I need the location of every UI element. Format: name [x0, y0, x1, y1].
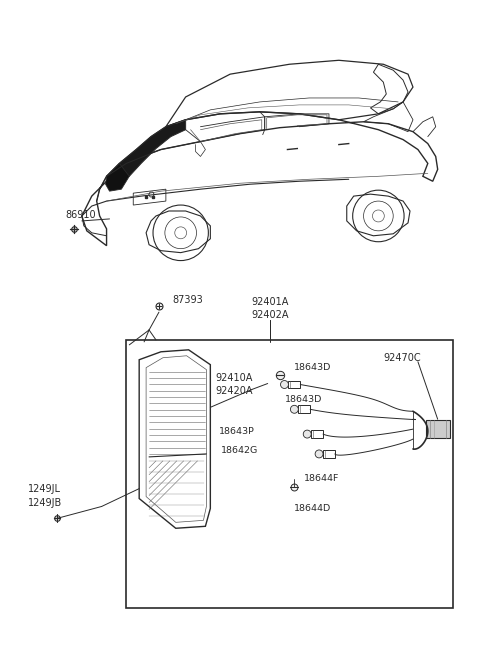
Text: 92420A: 92420A	[216, 386, 253, 396]
Text: 18643P: 18643P	[219, 426, 255, 436]
Bar	[323, 450, 335, 458]
Polygon shape	[120, 120, 186, 176]
Bar	[426, 421, 450, 438]
Text: 92402A: 92402A	[252, 310, 289, 320]
Bar	[298, 405, 310, 413]
Circle shape	[290, 405, 298, 413]
Text: 92410A: 92410A	[216, 373, 252, 383]
Text: 1249JL: 1249JL	[27, 483, 60, 494]
Polygon shape	[106, 163, 129, 191]
Circle shape	[280, 381, 288, 388]
Text: 18643D: 18643D	[294, 363, 332, 372]
Text: 18643D: 18643D	[285, 395, 322, 404]
Text: 1249JB: 1249JB	[27, 498, 62, 508]
Bar	[311, 430, 323, 438]
Circle shape	[315, 450, 323, 458]
Text: 92401A: 92401A	[252, 297, 289, 307]
Bar	[288, 381, 300, 388]
Text: 86910: 86910	[65, 210, 96, 220]
Bar	[126, 340, 453, 608]
Text: 18644F: 18644F	[304, 474, 340, 483]
Circle shape	[303, 430, 311, 438]
Text: 18644D: 18644D	[294, 504, 332, 513]
Text: 18642G: 18642G	[220, 447, 258, 455]
Text: 87393: 87393	[173, 295, 204, 305]
Text: 92470C: 92470C	[384, 353, 421, 363]
